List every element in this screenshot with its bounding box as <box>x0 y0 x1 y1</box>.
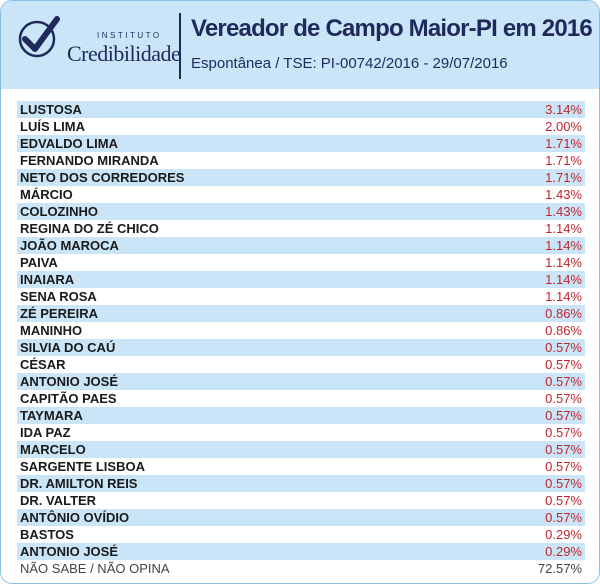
candidate-row: COLOZINHO 1.43% <box>17 203 585 220</box>
header-band: INSTITUTO Credibilidade Vereador de Camp… <box>1 1 599 89</box>
candidate-row: LUSTOSA 3.14% <box>17 101 585 118</box>
candidate-row: TAYMARA 0.57% <box>17 407 585 424</box>
candidate-row: ANTÔNIO OVÍDIO 0.57% <box>17 509 585 526</box>
candidate-percentage: 0.29% <box>545 527 582 542</box>
candidate-name: DR. VALTER <box>20 493 97 508</box>
candidate-name: LUSTOSA <box>20 102 82 117</box>
logo-name: Credibilidade <box>67 41 181 66</box>
candidate-row: DR. VALTER 0.57% <box>17 492 585 509</box>
undecided-row: NÃO SABE / NÃO OPINA 72.57% <box>17 560 585 577</box>
candidate-percentage: 0.57% <box>545 493 582 508</box>
logo-small-text: INSTITUTO <box>97 31 162 40</box>
candidate-percentage: 3.14% <box>545 102 582 117</box>
candidate-percentage: 0.86% <box>545 306 582 321</box>
candidate-row: PAIVA 1.14% <box>17 254 585 271</box>
candidate-name: ANTONIO JOSÉ <box>20 374 119 389</box>
candidate-row: MÁRCIO 1.43% <box>17 186 585 203</box>
candidate-row: CÉSAR 0.57% <box>17 356 585 373</box>
candidate-name: MANINHO <box>20 323 83 338</box>
candidate-row: SARGENTE LISBOA 0.57% <box>17 458 585 475</box>
candidate-row: ZÉ PEREIRA 0.86% <box>17 305 585 322</box>
candidate-percentage: 0.57% <box>545 408 582 423</box>
candidate-row: CAPITÃO PAES 0.57% <box>17 390 585 407</box>
chart-subtitle: Espontânea / TSE: PI-00742/2016 - 29/07/… <box>191 55 508 72</box>
candidate-percentage: 1.71% <box>545 153 582 168</box>
candidate-name: CAPITÃO PAES <box>20 391 117 406</box>
candidate-row: LUÍS LIMA 2.00% <box>17 118 585 135</box>
candidate-name: ANTONIO JOSÉ <box>20 544 119 559</box>
candidate-row: FERNANDO MIRANDA 1.71% <box>17 152 585 169</box>
candidate-row: MARCELO 0.57% <box>17 441 585 458</box>
candidate-row: NETO DOS CORREDORES 1.71% <box>17 169 585 186</box>
candidate-row: BASTOS 0.29% <box>17 526 585 543</box>
candidate-name: TAYMARA <box>20 408 83 423</box>
candidate-percentage: 1.43% <box>545 204 582 219</box>
candidate-percentage: 0.57% <box>545 357 582 372</box>
candidate-name: SARGENTE LISBOA <box>20 459 145 474</box>
candidate-row: DR. AMILTON REIS 0.57% <box>17 475 585 492</box>
candidate-row: ANTONIO JOSÉ 0.29% <box>17 543 585 560</box>
candidate-percentage: 0.57% <box>545 476 582 491</box>
candidate-name: INAIARA <box>20 272 75 287</box>
candidate-name: ANTÔNIO OVÍDIO <box>20 510 130 525</box>
candidate-row: SILVIA DO CAÚ 0.57% <box>17 339 585 356</box>
candidate-name: CÉSAR <box>20 357 66 372</box>
candidate-percentage: 0.29% <box>545 544 582 559</box>
candidate-name: MARCELO <box>20 442 86 457</box>
candidate-name: JOÃO MAROCA <box>20 238 119 253</box>
candidate-name: DR. AMILTON REIS <box>20 476 138 491</box>
candidate-name: BASTOS <box>20 527 74 542</box>
candidate-row: EDVALDO LIMA 1.71% <box>17 135 585 152</box>
candidate-row: JOÃO MAROCA 1.14% <box>17 237 585 254</box>
candidate-percentage: 0.57% <box>545 442 582 457</box>
candidate-percentage: 1.71% <box>545 170 582 185</box>
candidate-row: SENA ROSA 1.14% <box>17 288 585 305</box>
candidate-name: SILVIA DO CAÚ <box>20 340 116 355</box>
candidate-percentage: 1.43% <box>545 187 582 202</box>
candidate-row: REGINA DO ZÉ CHICO 1.14% <box>17 220 585 237</box>
candidate-name: REGINA DO ZÉ CHICO <box>20 221 159 236</box>
candidate-name: LUÍS LIMA <box>20 119 85 134</box>
candidate-percentage: 0.57% <box>545 340 582 355</box>
results-table: LUSTOSA 3.14% LUÍS LIMA 2.00% EDVALDO LIMA 1.… <box>17 101 585 577</box>
candidate-percentage: 1.14% <box>545 238 582 253</box>
candidate-percentage: 0.57% <box>545 374 582 389</box>
candidate-row: INAIARA 1.14% <box>17 271 585 288</box>
candidate-percentage: 1.14% <box>545 221 582 236</box>
candidate-percentage: 0.57% <box>545 391 582 406</box>
checkmark-icon <box>18 16 60 58</box>
candidate-percentage: 0.57% <box>545 510 582 525</box>
candidate-name: MÁRCIO <box>20 187 73 202</box>
institute-logo: INSTITUTO Credibilidade <box>15 15 181 67</box>
candidate-percentage: 0.86% <box>545 323 582 338</box>
candidate-name: SENA ROSA <box>20 289 97 304</box>
candidate-percentage: 1.14% <box>545 289 582 304</box>
candidate-name: IDA PAZ <box>20 425 71 440</box>
candidate-row: MANINHO 0.86% <box>17 322 585 339</box>
candidate-percentage: 0.57% <box>545 425 582 440</box>
candidate-name: ZÉ PEREIRA <box>20 306 99 321</box>
candidate-name: FERNANDO MIRANDA <box>20 153 159 168</box>
candidate-percentage: 1.71% <box>545 136 582 151</box>
candidate-percentage: 1.14% <box>545 255 582 270</box>
candidate-row: ANTONIO JOSÉ 0.57% <box>17 373 585 390</box>
candidate-name: NÃO SABE / NÃO OPINA <box>20 561 170 576</box>
candidate-percentage: 72.57% <box>537 561 582 576</box>
candidate-name: EDVALDO LIMA <box>20 136 118 151</box>
candidate-name: COLOZINHO <box>20 204 98 219</box>
candidate-percentage: 2.00% <box>545 119 582 134</box>
candidate-name: PAIVA <box>20 255 58 270</box>
candidate-percentage: 0.57% <box>545 459 582 474</box>
header-divider <box>179 13 181 79</box>
chart-title: Vereador de Campo Maior-PI em 2016 <box>191 15 593 42</box>
candidate-percentage: 1.14% <box>545 272 582 287</box>
candidate-name: NETO DOS CORREDORES <box>20 170 185 185</box>
candidate-row: IDA PAZ 0.57% <box>17 424 585 441</box>
